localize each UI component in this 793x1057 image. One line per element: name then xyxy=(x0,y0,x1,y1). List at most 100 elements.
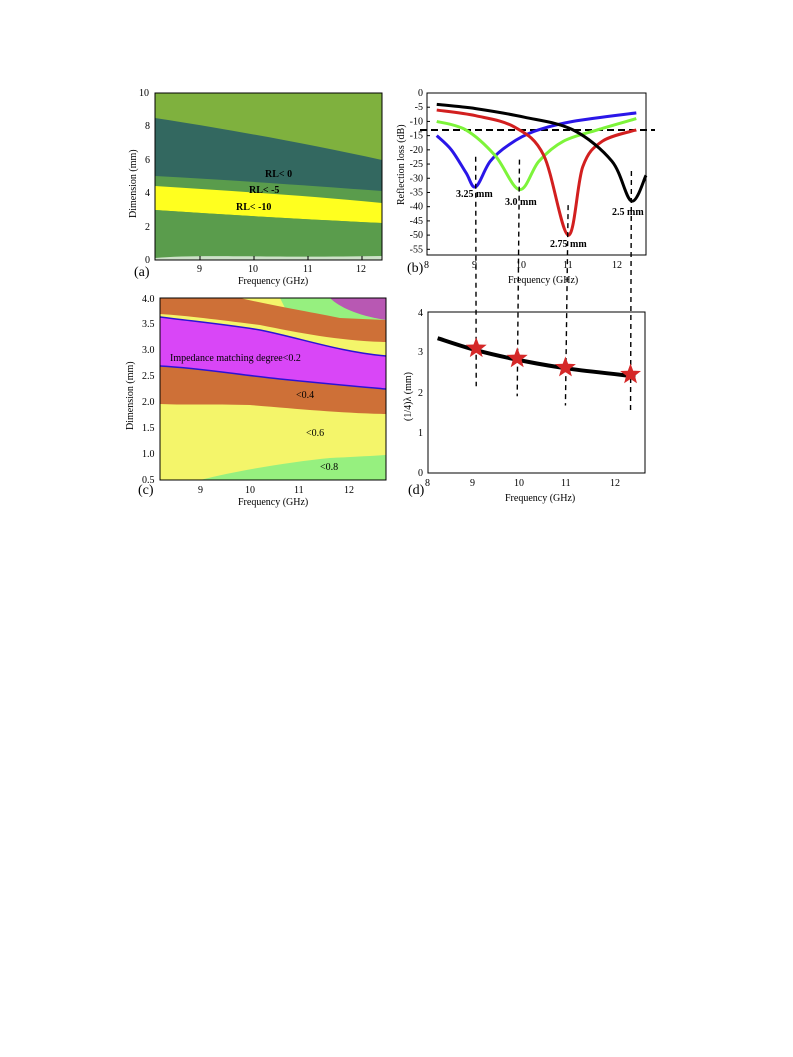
panel-d-frame xyxy=(427,311,646,474)
panel-b-x-tick-label: 11 xyxy=(563,260,573,271)
panel-c-contour-upper xyxy=(160,316,386,357)
panel-a: RL< 0 RL< -5 RL< -10 9 10 11 12 0 2 4 6 … xyxy=(128,88,383,287)
panel-d-x-tick-label: 12 xyxy=(610,478,620,489)
panel-c-y-axis-label: Dimension (mm) xyxy=(125,361,136,430)
panel-b-series-label: 3.25 mm xyxy=(456,189,493,200)
panel-a-letter: (a) xyxy=(134,265,150,280)
panel-d-x-tick-label: 10 xyxy=(514,478,524,489)
panel-a-annotation-rl0: RL< 0 xyxy=(265,169,292,180)
panel-d-x-axis-label: Frequency (GHz) xyxy=(505,493,575,504)
panel-c-y-tick-label: 4.0 xyxy=(142,294,155,305)
panel-b-y-tick-label: -25 xyxy=(410,159,423,170)
panel-c-x-tick-label: 11 xyxy=(294,485,304,496)
panel-a-frame xyxy=(154,92,383,261)
panel-a-x-tick-label: 12 xyxy=(356,264,366,275)
panel-d-series-line xyxy=(437,336,636,379)
panel-d: 8 9 10 11 12 0 1 2 3 4 Frequency (GHz) (… xyxy=(403,308,646,504)
panel-b-y-tick-label: -20 xyxy=(410,145,423,156)
panel-b-frame xyxy=(426,92,647,256)
panel-b-series-line xyxy=(436,117,637,192)
panel-d-y-tick-label: 1 xyxy=(418,428,423,439)
panel-c-annotation-08: <0.8 xyxy=(320,462,338,473)
panel-b-y-tick-label: -15 xyxy=(410,131,423,142)
panel-d-y-tick-label: 0 xyxy=(418,468,423,479)
panel-c-region-orange-upper xyxy=(160,298,386,342)
panel-b-x-tick-label: 12 xyxy=(612,260,622,271)
panel-a-y-axis-label: Dimension (mm) xyxy=(128,149,139,218)
panel-d-x-tick-label: 9 xyxy=(470,478,475,489)
panel-b-series-label: 2.5 mm xyxy=(612,207,644,218)
panel-d-y-tick-label: 4 xyxy=(418,308,423,319)
panel-c-y-tick-label: 3.0 xyxy=(142,345,155,356)
panel-d-y-tick-label: 2 xyxy=(418,388,423,399)
panel-c-y-tick-label: 3.5 xyxy=(142,319,155,330)
panel-c-y-tick-label: 2.5 xyxy=(142,371,155,382)
panel-b-y-tick-label: -10 xyxy=(410,116,423,127)
panel-d-x-tick-label: 8 xyxy=(425,478,430,489)
panel-c-x-axis-label: Frequency (GHz) xyxy=(238,497,308,508)
panel-c-y-tick-label: 2.0 xyxy=(142,397,155,408)
panel-b-y-tick-label: -30 xyxy=(410,173,423,184)
panel-b-x-tick-label: 10 xyxy=(516,260,526,271)
drop-line xyxy=(516,159,521,397)
panel-a-x-axis-label: Frequency (GHz) xyxy=(238,276,308,287)
panel-c-frame xyxy=(159,297,387,481)
panel-c-annotation-06: <0.6 xyxy=(306,428,324,439)
panel-b-letter: (b) xyxy=(407,261,424,276)
panel-a-x-tick-label: 11 xyxy=(303,264,313,275)
panel-b-x-tick-label: 9 xyxy=(472,260,477,271)
panel-b-series-label: 2.75 mm xyxy=(550,239,587,250)
panel-c-annotation-02: Impedance matching degree<0.2 xyxy=(170,353,301,364)
panel-b-y-tick-label: -45 xyxy=(410,216,423,227)
panel-b-series-line xyxy=(436,108,637,237)
panel-c-region-light-green xyxy=(200,455,386,480)
panel-d-star-marker xyxy=(620,363,641,384)
panel-a-band-lower xyxy=(155,210,382,229)
panel-d-star-marker xyxy=(506,347,528,368)
panel-b-x-axis-label: Frequency (GHz) xyxy=(508,275,578,286)
panel-c-x-tick-label: 10 xyxy=(245,485,255,496)
panel-c-x-tick-label: 9 xyxy=(198,485,203,496)
panel-a-region-rl10 xyxy=(155,186,382,223)
panel-b-x-ticks: 8 9 10 11 12 xyxy=(424,260,622,271)
panel-c-region-top-pink xyxy=(330,298,386,320)
panel-d-y-tick-label: 3 xyxy=(418,347,423,358)
panel-b-x-tick-label: 8 xyxy=(424,260,429,271)
panel-c-contour-lower xyxy=(160,365,386,390)
panel-b-y-axis-label: Reflection loss (dB) xyxy=(396,124,407,205)
panel-b-series-line xyxy=(435,111,637,189)
panel-a-y-tick-label: 6 xyxy=(145,155,150,166)
panel-c-region-orange-lower xyxy=(160,366,386,414)
panel-d-star-marker xyxy=(465,337,487,358)
panel-b-y-tick-label: 0 xyxy=(418,88,423,99)
panel-a-y-ticks: 0 2 4 6 8 10 xyxy=(139,88,150,266)
panel-b-y-tick-label: -5 xyxy=(415,102,423,113)
panel-c-x-ticks: 9 10 11 12 xyxy=(198,485,354,496)
panel-a-y-tick-label: 10 xyxy=(139,88,149,99)
panel-b-y-tick-label: -35 xyxy=(410,187,423,198)
panel-a-y-tick-label: 2 xyxy=(145,222,150,233)
panel-a-x-ticks: 9 10 11 12 xyxy=(197,256,366,275)
panel-d-y-ticks: 0 1 2 3 4 xyxy=(418,308,423,479)
drop-line xyxy=(564,205,569,406)
panel-c-y-tick-label: 1.0 xyxy=(142,449,155,460)
panel-c-letter: (c) xyxy=(138,483,154,498)
panel-c: Impedance matching degree<0.2 <0.4 <0.6 … xyxy=(125,294,387,508)
panel-c-y-ticks: 0.5 1.0 1.5 2.0 2.5 3.0 3.5 4.0 xyxy=(142,294,155,486)
panel-c-x-tick-label: 12 xyxy=(344,485,354,496)
panel-d-x-tick-label: 11 xyxy=(561,478,571,489)
panel-a-x-tick-label: 9 xyxy=(197,264,202,275)
panel-b: 3.25 mm 3.0 mm 2.75 mm 2.5 mm 8 9 10 11 … xyxy=(396,88,655,413)
panel-a-noise-base xyxy=(155,256,382,260)
panel-d-series-group xyxy=(437,336,636,379)
panel-a-annotation-rl10: RL< -10 xyxy=(236,202,271,213)
panel-b-y-ticks: 0 -5 -10 -15 -20 -25 -30 -35 -40 -45 -50 -55 xyxy=(410,88,430,255)
panel-c-y-tick-label: 0.5 xyxy=(142,475,155,486)
panel-d-letter: (d) xyxy=(408,483,425,498)
panel-a-y-tick-label: 8 xyxy=(145,121,150,132)
panel-b-y-tick-label: -40 xyxy=(410,202,423,213)
panel-a-y-tick-label: 4 xyxy=(145,188,150,199)
panel-a-annotation-rl5: RL< -5 xyxy=(249,185,279,196)
panel-d-x-ticks: 8 9 10 11 12 xyxy=(425,478,620,489)
